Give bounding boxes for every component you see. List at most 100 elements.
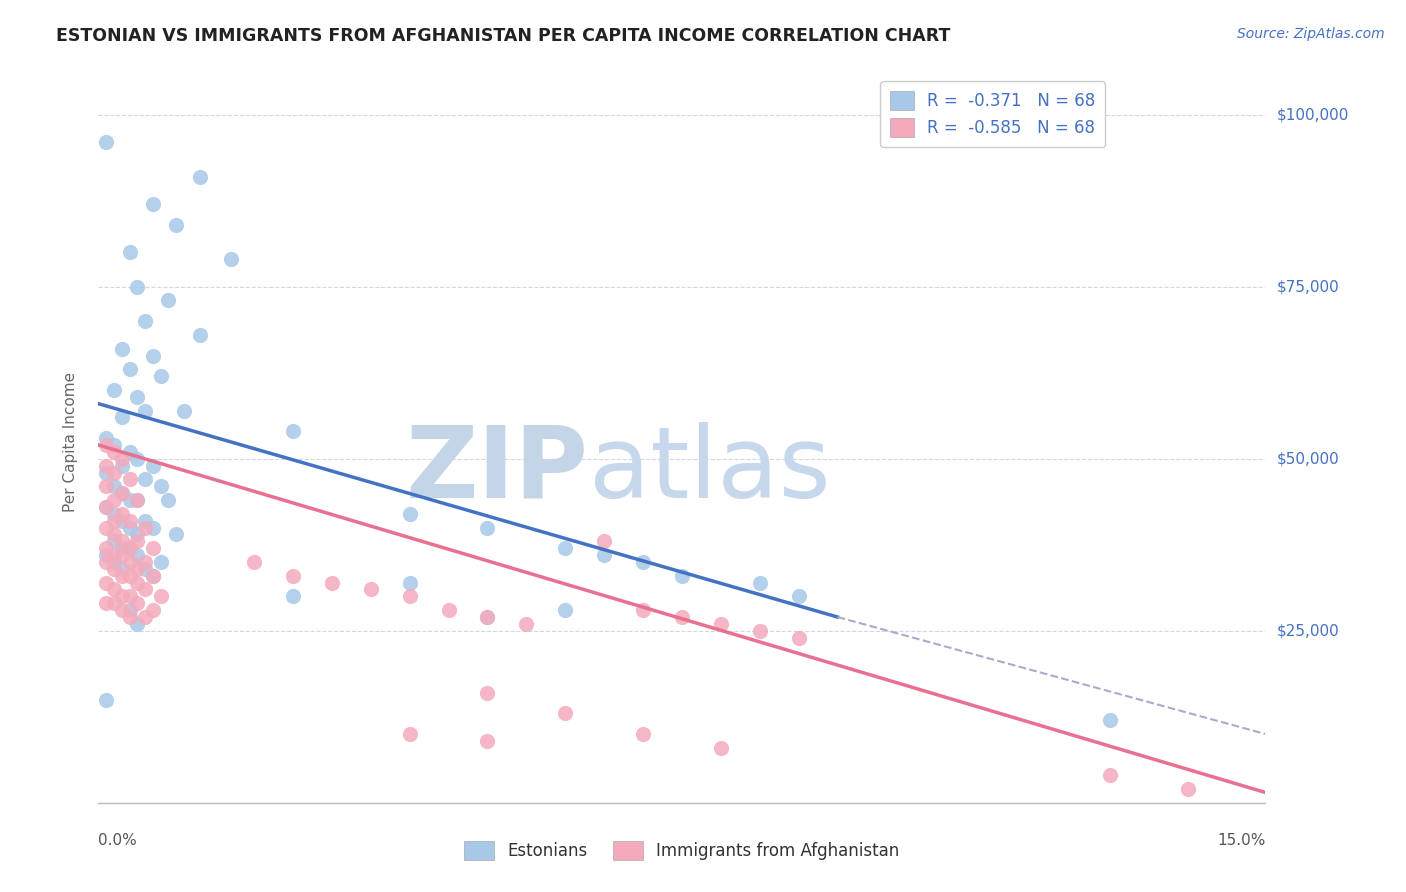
Point [127,527,149,541]
Point [149,590,172,604]
Point [96,500,118,514]
Point [134,314,156,328]
Point [127,562,149,576]
Point [127,575,149,590]
Point [118,362,141,376]
Point [96,596,118,610]
Point [134,562,156,576]
Point [142,520,165,534]
Point [127,390,149,404]
Point [477,734,499,748]
Point [127,451,149,466]
Point [281,424,304,438]
Point [142,568,165,582]
Point [134,472,156,486]
Point [103,582,125,597]
Point [111,548,134,562]
Point [96,500,118,514]
Point [103,445,125,459]
Point [787,590,810,604]
Point [631,555,654,569]
Point [554,706,576,721]
Point [437,603,460,617]
Point [111,451,134,466]
Text: $100,000: $100,000 [1277,107,1348,122]
Point [165,218,187,232]
Point [96,548,118,562]
Point [281,590,304,604]
Point [748,624,770,638]
Point [96,541,118,556]
Point [103,493,125,508]
Point [134,582,156,597]
Point [96,438,118,452]
Point [111,541,134,556]
Point [118,541,141,556]
Point [103,534,125,549]
Point [515,616,537,631]
Point [103,383,125,397]
Point [118,603,141,617]
Point [103,479,125,493]
Point [111,590,134,604]
Point [188,169,211,184]
Legend: Estonians, Immigrants from Afghanistan: Estonians, Immigrants from Afghanistan [458,834,905,867]
Point [1098,713,1121,727]
Point [321,575,343,590]
Point [96,431,118,445]
Point [748,575,770,590]
Point [96,520,118,534]
Point [149,479,172,493]
Point [134,555,156,569]
Point [219,252,242,267]
Point [554,541,576,556]
Point [134,403,156,417]
Point [398,575,420,590]
Point [671,610,693,624]
Point [593,548,616,562]
Text: $25,000: $25,000 [1277,624,1340,639]
Point [127,493,149,508]
Point [111,568,134,582]
Point [111,514,134,528]
Point [188,327,211,342]
Point [118,555,141,569]
Point [111,562,134,576]
Point [157,293,180,308]
Point [96,458,118,473]
Point [142,541,165,556]
Point [142,197,165,211]
Point [103,555,125,569]
Point [477,610,499,624]
Point [398,590,420,604]
Point [398,507,420,521]
Point [360,582,382,597]
Text: ZIP: ZIP [406,422,589,519]
Point [477,610,499,624]
Point [103,514,125,528]
Text: atlas: atlas [589,422,830,519]
Point [118,445,141,459]
Point [593,534,616,549]
Point [157,493,180,508]
Point [142,458,165,473]
Point [1177,782,1199,797]
Point [103,527,125,541]
Point [281,568,304,582]
Text: 15.0%: 15.0% [1218,833,1265,848]
Point [127,279,149,293]
Point [173,403,195,417]
Point [243,555,266,569]
Point [398,727,420,741]
Point [103,466,125,480]
Point [142,568,165,582]
Point [103,562,125,576]
Point [111,410,134,425]
Point [96,692,118,706]
Point [118,245,141,260]
Point [127,548,149,562]
Text: ESTONIAN VS IMMIGRANTS FROM AFGHANISTAN PER CAPITA INCOME CORRELATION CHART: ESTONIAN VS IMMIGRANTS FROM AFGHANISTAN … [56,27,950,45]
Point [118,520,141,534]
Point [477,686,499,700]
Text: Source: ZipAtlas.com: Source: ZipAtlas.com [1237,27,1385,41]
